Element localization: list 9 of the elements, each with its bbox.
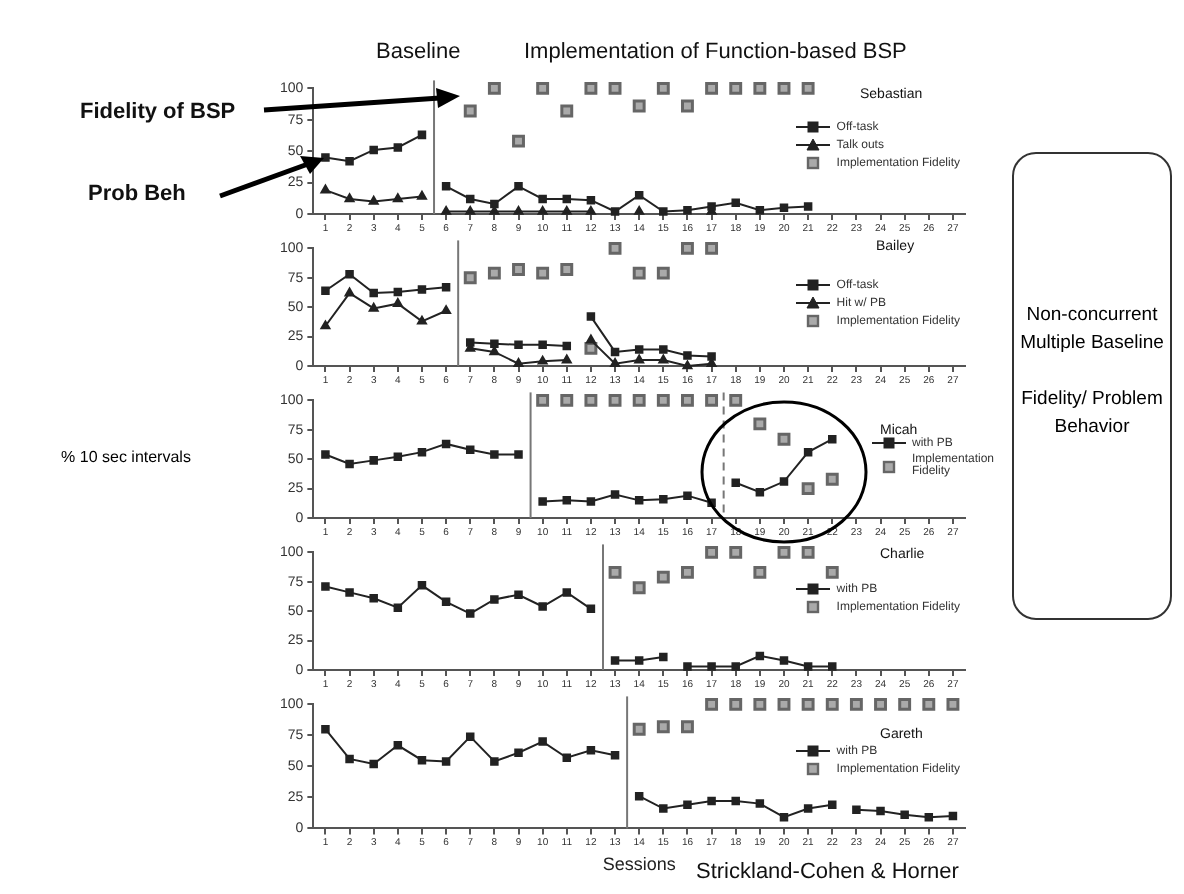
text: Baseline	[376, 40, 461, 64]
y-axis-title: % 10 sec intervals	[59, 448, 193, 466]
text: Fidelity/ Problem Behavior	[1019, 386, 1165, 442]
text: Implementation of Function-based BSP	[524, 40, 907, 64]
text: Non-concurrent Multiple Baseline	[1018, 302, 1166, 358]
text: Prob Beh	[88, 182, 186, 206]
text: Strickland-Cohen & Horner	[696, 860, 959, 884]
x-axis-title: Sessions	[602, 854, 677, 875]
text: Fidelity of BSP	[80, 100, 236, 124]
